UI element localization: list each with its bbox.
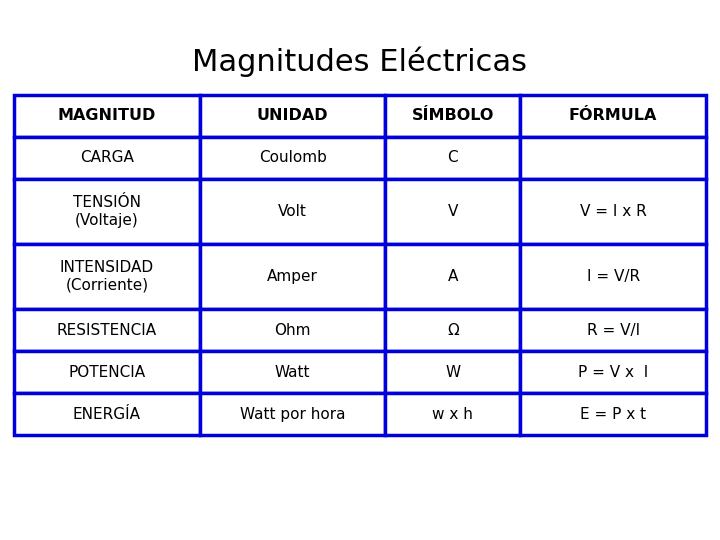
Bar — [14, 179, 199, 244]
Bar — [521, 95, 706, 137]
Text: Coulomb: Coulomb — [258, 151, 327, 165]
Bar — [199, 351, 385, 393]
Text: W: W — [445, 364, 460, 380]
Text: V: V — [448, 204, 458, 219]
Bar — [385, 137, 521, 179]
Bar — [521, 351, 706, 393]
Text: FÓRMULA: FÓRMULA — [569, 109, 657, 124]
Bar — [14, 137, 199, 179]
Bar — [14, 393, 199, 435]
Text: I = V/R: I = V/R — [587, 269, 639, 284]
Text: CARGA: CARGA — [80, 151, 134, 165]
Text: ENERGÍA: ENERGÍA — [73, 407, 141, 422]
Text: POTENCIA: POTENCIA — [68, 364, 145, 380]
Bar — [385, 95, 521, 137]
Text: INTENSIDAD
(Corriente): INTENSIDAD (Corriente) — [60, 260, 154, 293]
Text: w x h: w x h — [433, 407, 473, 422]
Bar — [199, 95, 385, 137]
Bar — [521, 179, 706, 244]
Text: UNIDAD: UNIDAD — [257, 109, 328, 124]
Bar — [385, 351, 521, 393]
Bar — [385, 244, 521, 309]
Text: Ohm: Ohm — [274, 322, 311, 338]
Text: E = P x t: E = P x t — [580, 407, 646, 422]
Bar — [385, 393, 521, 435]
Bar — [199, 179, 385, 244]
Text: SÍMBOLO: SÍMBOLO — [412, 109, 494, 124]
Text: RESISTENCIA: RESISTENCIA — [57, 322, 157, 338]
Bar — [14, 95, 199, 137]
Bar — [14, 244, 199, 309]
Text: TENSIÓN
(Voltaje): TENSIÓN (Voltaje) — [73, 195, 141, 228]
Bar — [385, 309, 521, 351]
Bar — [199, 309, 385, 351]
Text: C: C — [448, 151, 458, 165]
Bar — [385, 179, 521, 244]
Bar — [199, 393, 385, 435]
Text: P = V x  I: P = V x I — [578, 364, 648, 380]
Bar — [199, 137, 385, 179]
Text: Magnitudes Eléctricas: Magnitudes Eléctricas — [192, 47, 528, 77]
Bar — [521, 309, 706, 351]
Bar — [521, 137, 706, 179]
Text: Volt: Volt — [278, 204, 307, 219]
Text: V = I x R: V = I x R — [580, 204, 647, 219]
Text: Ω: Ω — [447, 322, 459, 338]
Bar — [14, 309, 199, 351]
Text: Watt: Watt — [275, 364, 310, 380]
Text: R = V/I: R = V/I — [587, 322, 639, 338]
Text: Amper: Amper — [267, 269, 318, 284]
Bar — [199, 244, 385, 309]
Bar — [521, 393, 706, 435]
Text: A: A — [448, 269, 458, 284]
Text: MAGNITUD: MAGNITUD — [58, 109, 156, 124]
Bar — [521, 244, 706, 309]
Text: Watt por hora: Watt por hora — [240, 407, 346, 422]
Bar — [14, 351, 199, 393]
